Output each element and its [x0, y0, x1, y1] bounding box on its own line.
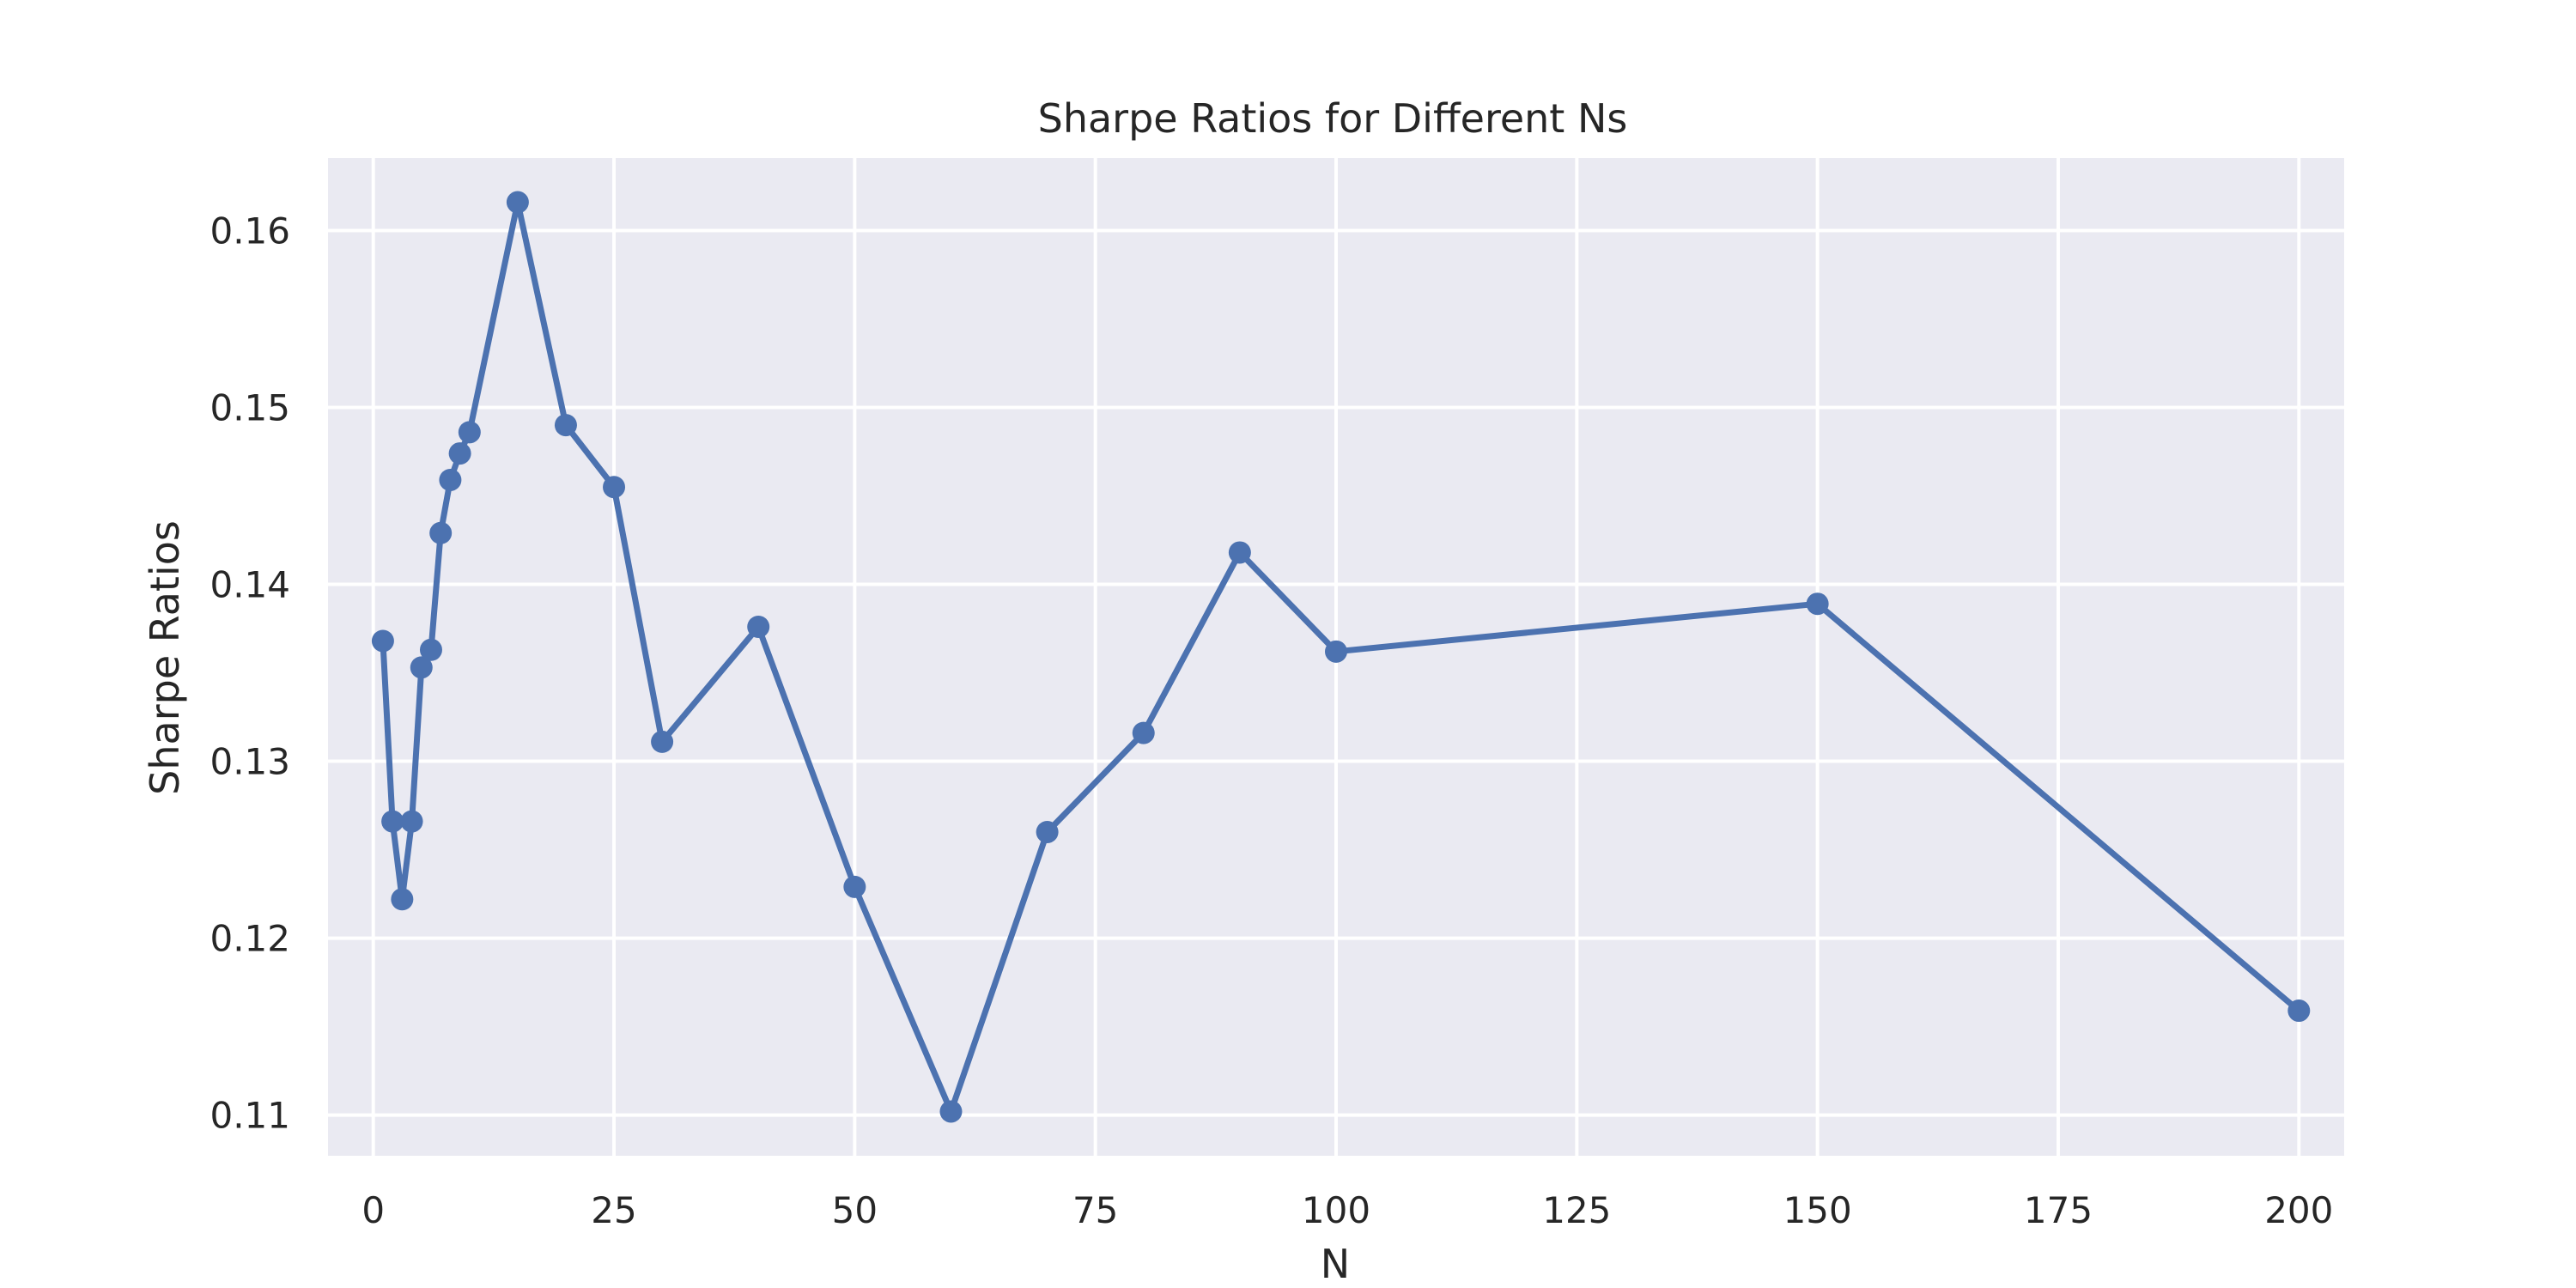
- x-tick-label: 150: [1783, 1189, 1852, 1231]
- x-tick-label: 200: [2264, 1189, 2333, 1231]
- x-tick-label: 50: [832, 1189, 878, 1231]
- x-tick-label: 175: [2024, 1189, 2093, 1231]
- series-layer: [371, 191, 2311, 1123]
- data-point: [843, 875, 866, 898]
- data-point: [400, 810, 423, 833]
- y-axis-label: Sharpe Ratios: [142, 520, 188, 795]
- data-point: [506, 191, 529, 214]
- x-tick-label: 125: [1542, 1189, 1611, 1231]
- y-tick-label: 0.14: [210, 564, 290, 606]
- data-point: [1806, 592, 1829, 616]
- data-point: [410, 656, 433, 679]
- data-point: [429, 521, 453, 544]
- data-point: [448, 442, 471, 465]
- x-axis-label: N: [1321, 1241, 1350, 1287]
- x-tick-label: 100: [1302, 1189, 1370, 1231]
- y-tick-label: 0.15: [210, 387, 290, 429]
- data-point: [651, 730, 674, 753]
- x-tick-label: 75: [1072, 1189, 1118, 1231]
- data-point: [458, 421, 481, 444]
- y-axis-ticks: 0.11 0.12 0.13 0.14 0.15 0.16: [210, 210, 290, 1136]
- x-tick-label: 0: [361, 1189, 385, 1231]
- y-tick-label: 0.12: [210, 918, 290, 960]
- grid-lines: [328, 158, 2344, 1156]
- data-point: [371, 629, 394, 653]
- data-point: [2287, 999, 2311, 1023]
- data-point: [1036, 820, 1059, 843]
- data-point: [747, 615, 770, 638]
- data-point: [603, 476, 626, 499]
- data-point: [554, 414, 577, 437]
- x-tick-label: 25: [591, 1189, 636, 1231]
- data-point: [1132, 721, 1155, 744]
- y-tick-label: 0.11: [210, 1095, 290, 1137]
- data-point: [939, 1100, 963, 1123]
- data-point: [439, 468, 462, 491]
- data-point: [1228, 541, 1251, 564]
- x-axis-ticks: 0 25 50 75 100 125 150 175 200: [361, 1189, 2333, 1231]
- data-point: [1325, 640, 1347, 663]
- chart-title: Sharpe Ratios for Different Ns: [1038, 95, 1628, 142]
- data-point: [419, 638, 442, 661]
- data-point: [391, 888, 414, 911]
- data-point: [381, 810, 404, 833]
- y-tick-label: 0.16: [210, 210, 290, 252]
- y-tick-label: 0.13: [210, 741, 290, 783]
